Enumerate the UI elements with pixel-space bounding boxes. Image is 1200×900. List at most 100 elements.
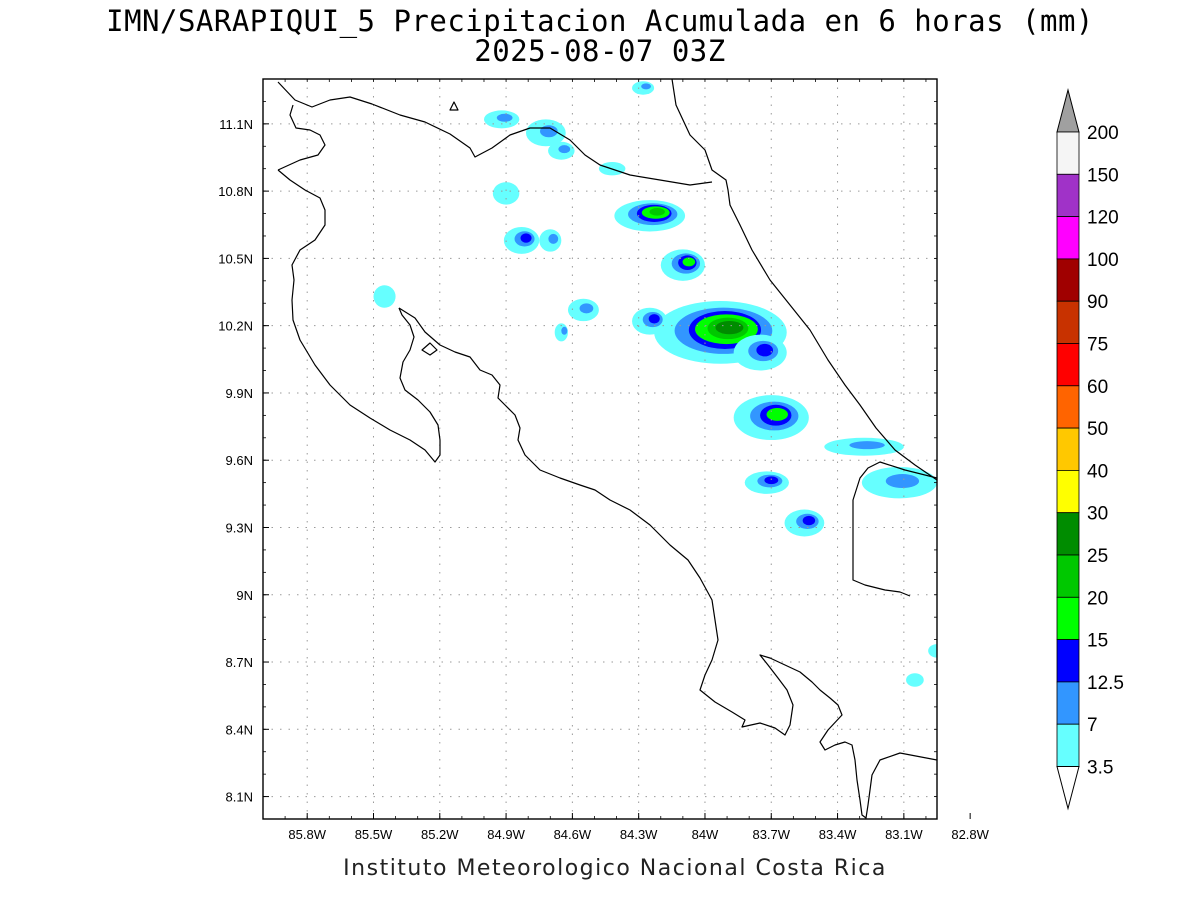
lat-tick-label: 10.5N [218, 251, 253, 266]
legend-bin [1056, 173, 1080, 218]
lat-tick-label: 9.9N [226, 386, 253, 401]
rain-contour [802, 515, 816, 526]
legend-label: 30 [1087, 504, 1108, 525]
rain-cell [824, 437, 904, 456]
rain-cell [492, 182, 520, 205]
rain-cell [784, 509, 825, 537]
lon-tick-label: 84.3W [620, 827, 658, 842]
credit-text: Instituto Meteorologico Nacional Costa R… [343, 856, 887, 881]
legend-label: 40 [1087, 461, 1108, 482]
rain-cell [928, 644, 937, 658]
rain-cell [373, 285, 396, 308]
rain-cell [632, 307, 668, 335]
legend-bin [1056, 723, 1080, 767]
rain-contour [561, 326, 568, 335]
map-timestamp: 2025-08-07 03Z [474, 34, 726, 68]
legend-label: 90 [1087, 292, 1108, 313]
precipitation-field [373, 81, 937, 687]
legend-bin [1056, 385, 1080, 429]
rain-cell [539, 229, 562, 252]
legend-bin [1056, 681, 1080, 725]
rain-cell [554, 323, 568, 342]
rain-cell [614, 200, 686, 232]
lat-tick-label: 9.6N [226, 453, 253, 468]
legend-bin [1056, 258, 1080, 302]
legend-label: 75 [1087, 335, 1108, 356]
legend-label: 15 [1087, 631, 1108, 652]
rain-contour [648, 314, 660, 324]
lat-tick-label: 10.8N [218, 184, 253, 199]
legend-label: 7 [1087, 715, 1098, 736]
legend-label: 150 [1087, 165, 1119, 186]
lon-tick-label: 83.7W [752, 827, 790, 842]
legend-bin [1056, 216, 1080, 260]
rain-contour [606, 163, 621, 173]
legend-label: 120 [1087, 208, 1119, 229]
panama-border [852, 461, 937, 597]
lat-tick-label: 8.4N [226, 722, 253, 737]
legend-label: 12.5 [1087, 673, 1124, 694]
rain-cell [548, 141, 575, 160]
legend-label: 60 [1087, 377, 1108, 398]
lon-tick-label: 84W [692, 827, 719, 842]
rain-cell [733, 395, 809, 441]
lat-tick-label: 8.1N [226, 790, 253, 805]
rain-cell [483, 110, 520, 129]
lake-island [449, 101, 459, 111]
legend-bin [1056, 427, 1080, 471]
rain-contour [641, 83, 652, 90]
gulf-of-nicoya [398, 307, 937, 819]
rain-cell [503, 227, 540, 254]
color-legend: 200 150 120 100 90 75 60 50 40 30 25 20 15 12.5 7 3.5 [1056, 88, 1124, 811]
rain-cell [861, 466, 937, 499]
rain-contour [520, 233, 532, 243]
legend-bottom-arrow [1056, 766, 1080, 811]
rain-contour [548, 233, 559, 244]
rain-contour [496, 113, 513, 122]
lon-tick-label: 84.6W [554, 827, 592, 842]
map-title: IMN/SARAPIQUI_5 Precipitacion Acumulada … [106, 4, 1094, 38]
legend-bin [1056, 469, 1080, 514]
legend-top-arrow [1056, 88, 1080, 133]
nicaragua-border [277, 81, 713, 186]
rain-contour [579, 303, 594, 314]
rain-contour [715, 320, 744, 335]
pacific-coast-north [277, 104, 441, 463]
rain-contour [756, 343, 774, 357]
lat-tick-label: 10.2N [218, 319, 253, 334]
lon-tick-label: 82.8W [951, 827, 989, 842]
lon-tick-label: 85.5W [355, 827, 393, 842]
legend-bin [1056, 554, 1080, 598]
caribbean-coast [671, 79, 937, 481]
rain-contour [649, 207, 665, 216]
legend-bin [1056, 343, 1080, 387]
rain-contour [933, 646, 937, 654]
rain-cell [632, 81, 655, 95]
graticule [263, 79, 937, 819]
rain-cell [733, 334, 787, 371]
rain-contour [379, 288, 393, 303]
nicoya-island [421, 342, 438, 356]
coastlines [277, 79, 937, 819]
rain-contour [558, 145, 571, 154]
rain-contour [849, 441, 885, 450]
lon-tick-label: 84.9W [487, 827, 525, 842]
rain-cell [906, 673, 924, 687]
rain-contour [682, 257, 696, 267]
rain-contour [885, 474, 920, 489]
legend-bin [1056, 512, 1080, 556]
lon-tick-label: 85.2W [421, 827, 459, 842]
lat-tick-label: 9.3N [226, 520, 253, 535]
axis-ticks: 85.8W 85.5W 85.2W 84.9W 84.6W 84.3W 84W 83.7W 83… [218, 78, 990, 842]
lat-tick-label: 8.7N [226, 655, 253, 670]
legend-label: 50 [1087, 419, 1108, 440]
rain-cell [744, 471, 789, 494]
lat-tick-label: 11.1N [219, 117, 253, 132]
legend-bin [1056, 300, 1080, 344]
rain-contour [766, 407, 788, 421]
legend-label-bottom: 3.5 [1087, 758, 1113, 779]
rain-contour [764, 476, 779, 485]
rain-cell [660, 249, 705, 281]
legend-label: 200 [1087, 123, 1119, 144]
